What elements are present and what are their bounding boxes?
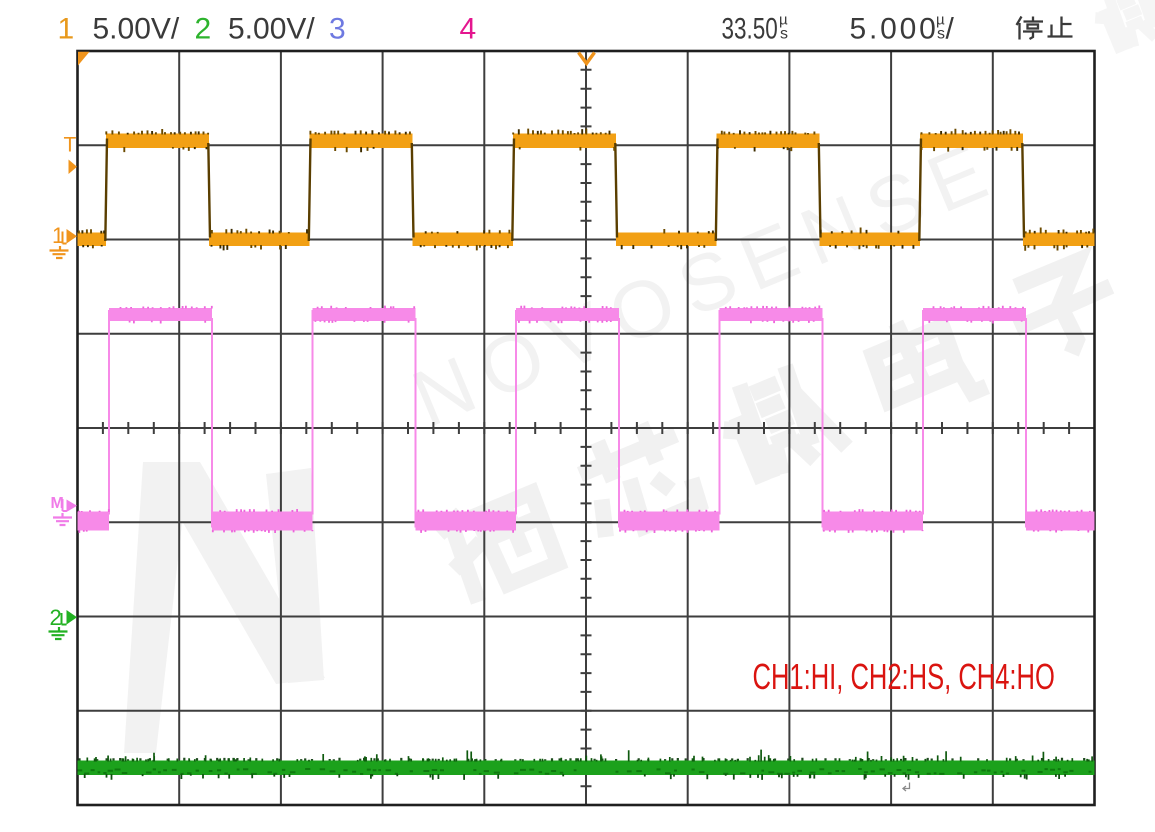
svg-text:M: M <box>51 495 64 512</box>
svg-text:5.00V/: 5.00V/ <box>93 13 180 46</box>
svg-text:s: s <box>780 26 788 43</box>
svg-text:T: T <box>64 134 77 157</box>
svg-text:/: / <box>946 13 955 46</box>
svg-text:3: 3 <box>329 13 346 46</box>
svg-text:µ: µ <box>779 12 788 29</box>
svg-text:CH1:HI, CH2:HS, CH4:HO: CH1:HI, CH2:HS, CH4:HO <box>753 655 1055 697</box>
svg-text:µ: µ <box>936 12 945 29</box>
svg-text:1: 1 <box>52 223 64 248</box>
svg-text:5.000: 5.000 <box>850 13 939 46</box>
svg-text:4: 4 <box>460 13 477 46</box>
svg-text:s: s <box>937 26 945 43</box>
svg-text:2: 2 <box>50 605 62 630</box>
svg-text:1: 1 <box>58 13 75 46</box>
svg-text:5.00V/: 5.00V/ <box>228 13 315 46</box>
svg-text:33.50: 33.50 <box>722 11 778 45</box>
svg-text:2: 2 <box>195 13 212 46</box>
